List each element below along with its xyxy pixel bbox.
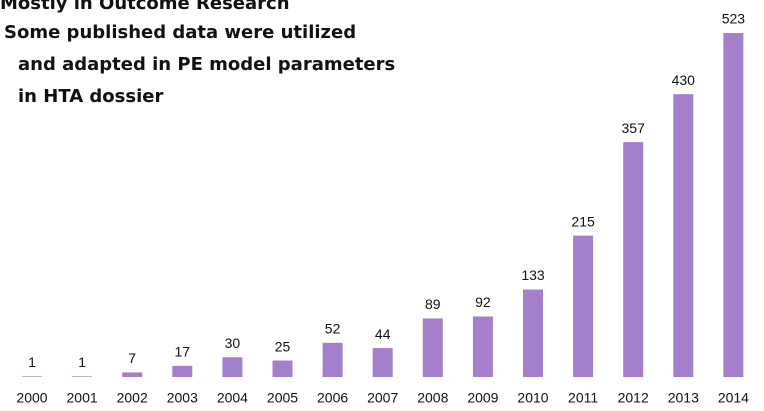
x-tick-label: 2014 [718, 390, 749, 406]
x-tick-label: 2008 [417, 390, 448, 406]
x-tick-label: 2000 [16, 390, 47, 406]
annotation: and adapted in PE model parameters [18, 54, 395, 75]
x-tick-label: 2009 [467, 390, 498, 406]
value-label: 44 [375, 326, 391, 342]
x-tick-label: 2006 [317, 390, 348, 406]
bar [723, 33, 744, 377]
annotation: Some published data were utilized [4, 22, 356, 43]
value-label: 17 [175, 344, 191, 360]
value-label: 92 [475, 294, 491, 310]
value-label: 215 [571, 213, 595, 229]
x-tick-label: 2007 [367, 390, 398, 406]
x-tick-label: 2004 [217, 390, 248, 406]
bar [222, 357, 243, 377]
bar [172, 365, 193, 377]
value-label: 52 [325, 321, 341, 337]
bar [22, 376, 42, 377]
bar [372, 348, 393, 377]
bar [122, 372, 143, 377]
value-label: 89 [425, 296, 441, 312]
x-tick-label: 2003 [167, 390, 198, 406]
bar [623, 142, 644, 377]
value-label: 357 [622, 120, 646, 136]
bar [72, 376, 93, 377]
x-tick-label: 2005 [267, 390, 298, 406]
value-label: 1 [78, 354, 86, 370]
bar [523, 289, 543, 377]
annotation: Mostly in Outcome Research [0, 0, 290, 14]
bar [422, 318, 443, 377]
x-tick-label: 2002 [117, 390, 148, 406]
bar [673, 94, 694, 378]
bar [322, 342, 343, 377]
value-label: 25 [275, 338, 291, 354]
value-label: 1 [28, 354, 36, 370]
value-label: 430 [672, 72, 696, 88]
value-label: 30 [225, 335, 241, 351]
x-tick-label: 2010 [517, 390, 548, 406]
annotation: in HTA dossier [18, 86, 163, 107]
value-label: 523 [722, 11, 746, 27]
x-tick-label: 2011 [568, 390, 598, 406]
value-label: 133 [521, 267, 545, 283]
bar [272, 360, 293, 377]
bar [472, 316, 493, 377]
x-tick-label: 2001 [67, 390, 98, 406]
bar [573, 235, 594, 377]
x-tick-label: 2013 [668, 390, 699, 406]
value-label: 7 [128, 350, 136, 366]
x-tick-label: 2012 [618, 390, 649, 406]
